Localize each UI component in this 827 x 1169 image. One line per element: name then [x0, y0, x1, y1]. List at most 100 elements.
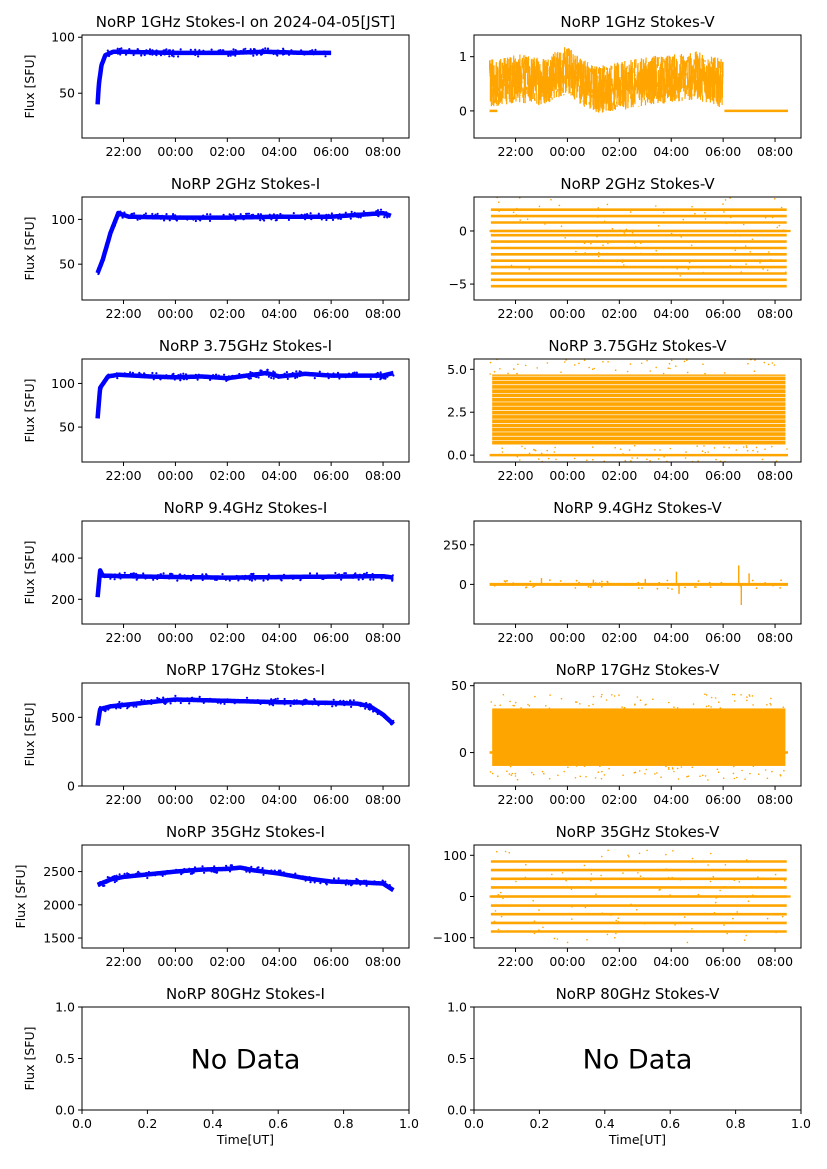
data-point	[261, 218, 264, 221]
data-point	[346, 881, 349, 885]
data-point	[173, 378, 176, 381]
data-point	[230, 866, 233, 869]
data-point	[267, 375, 270, 378]
data-point	[283, 373, 286, 376]
data-point	[623, 232, 626, 234]
data-point	[272, 704, 275, 707]
data-point	[764, 448, 766, 451]
data-point	[172, 55, 175, 58]
data-point	[639, 242, 642, 244]
x-tick-label: 00:00	[549, 468, 585, 483]
data-point	[262, 873, 265, 876]
data-point	[743, 939, 746, 941]
data-point	[654, 449, 656, 451]
data-point	[542, 926, 544, 929]
data-point	[153, 52, 156, 55]
data-point	[323, 700, 326, 703]
data-point	[748, 694, 750, 696]
data-point	[123, 872, 126, 876]
data-point	[99, 67, 102, 70]
data-point	[230, 50, 233, 53]
data-point	[553, 937, 556, 940]
data-point	[659, 888, 661, 891]
data-point	[249, 48, 252, 51]
data-point	[519, 219, 521, 221]
data-point	[355, 882, 358, 885]
x-tick-label: 02:00	[601, 954, 637, 969]
data-point	[578, 362, 580, 365]
data-point	[780, 579, 782, 582]
data-point	[144, 574, 147, 578]
data-point	[630, 903, 632, 906]
data-point	[107, 54, 111, 58]
y-tick-label: 5.0	[447, 362, 467, 377]
data-point	[332, 372, 335, 375]
data-point	[733, 765, 735, 768]
data-point	[255, 49, 258, 52]
data-point	[556, 583, 559, 586]
x-tick-label: 02:00	[601, 468, 637, 483]
data-point	[507, 241, 510, 243]
data-point	[193, 866, 197, 869]
data-point	[492, 887, 494, 889]
data-point	[628, 856, 630, 858]
data-point	[717, 771, 720, 773]
data-point	[325, 218, 328, 222]
y-tick-label: −5	[449, 277, 467, 292]
data-point	[145, 49, 148, 52]
y-tick-label: 0.0	[447, 1103, 467, 1118]
data-point	[568, 912, 571, 915]
data-point	[122, 50, 125, 54]
data-point	[548, 707, 551, 710]
data-point	[741, 769, 743, 772]
data-point	[274, 698, 277, 701]
data-point	[212, 50, 216, 54]
data-point	[649, 370, 651, 372]
data-point	[219, 49, 222, 52]
x-tick-label: 08:00	[757, 630, 793, 645]
panel-v6: −100 0 100 22:00 00:00 02:00 04:00 06:00 08:00 No…	[433, 823, 802, 969]
data-point	[117, 213, 120, 216]
data-point	[375, 374, 379, 377]
data-point	[390, 720, 393, 723]
data-point	[120, 374, 123, 377]
data-point	[500, 193, 502, 195]
data-point	[631, 457, 633, 459]
data-point	[386, 216, 389, 219]
data-point	[177, 374, 180, 377]
data-point	[292, 577, 295, 580]
data-point	[697, 893, 700, 896]
data-point	[554, 446, 556, 449]
data-point	[684, 586, 686, 589]
data-point	[210, 870, 213, 873]
data-point	[146, 376, 149, 379]
x-tick-label: 02:00	[209, 630, 245, 645]
data-point	[171, 373, 174, 376]
data-point	[583, 242, 586, 244]
data-point	[597, 771, 600, 773]
data-point	[324, 703, 327, 706]
data-point	[771, 216, 774, 219]
axes-frame	[81, 34, 410, 139]
data-point	[118, 700, 121, 704]
data-point	[140, 698, 143, 702]
data-point	[131, 371, 134, 374]
y-tick-label: 0.5	[55, 1051, 75, 1066]
data-point	[251, 869, 254, 873]
data-point	[359, 883, 362, 886]
x-tick-label: 08:00	[365, 306, 401, 321]
data-point	[376, 214, 379, 217]
y-tick-label: 100	[443, 848, 467, 863]
data-point	[662, 211, 665, 214]
data-point	[242, 48, 245, 51]
data-point	[115, 220, 118, 223]
data-point	[665, 868, 667, 870]
x-tick-label: 04:00	[261, 468, 297, 483]
data-point	[110, 878, 113, 881]
data-point	[197, 52, 200, 55]
data-point	[180, 873, 183, 876]
data-point	[719, 889, 721, 892]
data-point	[714, 901, 717, 904]
data-point	[272, 370, 275, 373]
data-point	[679, 275, 681, 277]
